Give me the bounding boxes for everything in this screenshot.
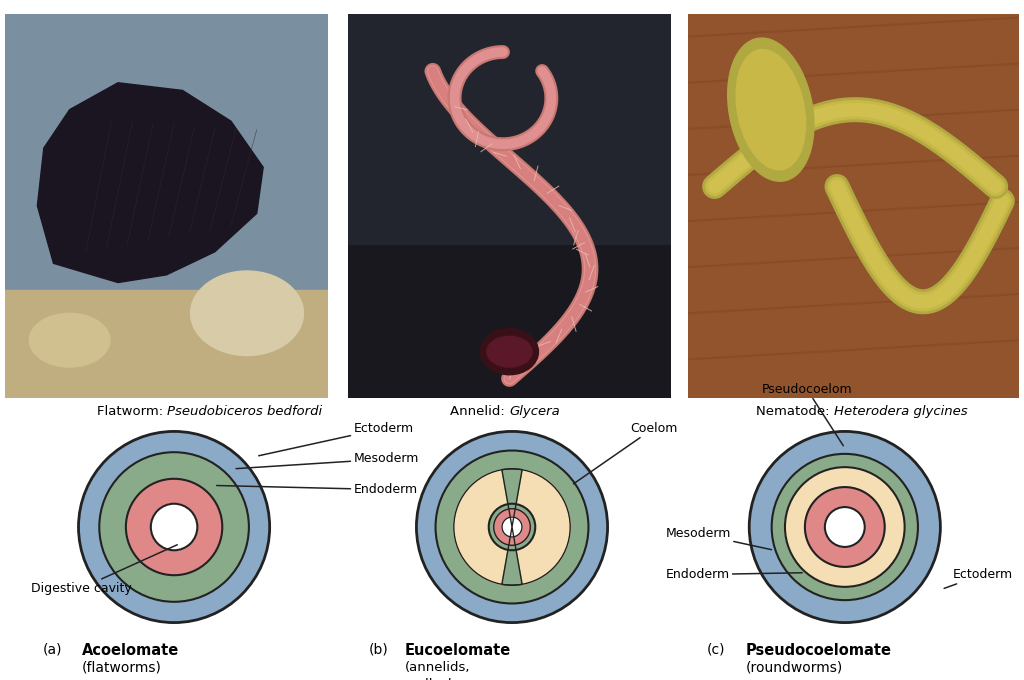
- Ellipse shape: [30, 313, 110, 367]
- Text: Acoelomate: Acoelomate: [82, 643, 179, 658]
- Text: Endoderm: Endoderm: [217, 483, 418, 496]
- Circle shape: [454, 469, 570, 585]
- Text: Digestive cavity: Digestive cavity: [31, 545, 177, 595]
- Text: (roundworms): (roundworms): [745, 661, 843, 675]
- Circle shape: [750, 431, 940, 623]
- Ellipse shape: [486, 337, 532, 367]
- Circle shape: [417, 431, 607, 623]
- Text: (annelids,
mollusks,
arthropods,
echinoderms,
chordates): (annelids, mollusks, arthropods, echinod…: [404, 661, 495, 680]
- Text: Pseudocoelomate: Pseudocoelomate: [745, 643, 892, 658]
- Text: Annelid:: Annelid:: [450, 405, 509, 418]
- Ellipse shape: [736, 50, 806, 170]
- Text: Mesoderm: Mesoderm: [666, 527, 771, 549]
- Text: (b): (b): [369, 643, 388, 657]
- Circle shape: [785, 467, 904, 587]
- Circle shape: [435, 451, 589, 603]
- Text: Coelom: Coelom: [573, 422, 677, 484]
- Polygon shape: [37, 83, 263, 283]
- Circle shape: [805, 487, 885, 567]
- Bar: [348, 14, 671, 244]
- Text: Eucoelomate: Eucoelomate: [404, 643, 511, 658]
- Text: (flatworms): (flatworms): [82, 661, 162, 675]
- Circle shape: [79, 431, 269, 623]
- Ellipse shape: [480, 328, 539, 375]
- Circle shape: [825, 507, 864, 547]
- Text: Nematode:: Nematode:: [756, 405, 834, 418]
- Circle shape: [502, 517, 522, 537]
- Text: Ectoderm: Ectoderm: [944, 568, 1013, 588]
- Circle shape: [488, 504, 536, 550]
- Text: Endoderm: Endoderm: [666, 568, 802, 581]
- Text: Ectoderm: Ectoderm: [259, 422, 414, 456]
- Circle shape: [772, 454, 918, 600]
- Circle shape: [126, 479, 222, 575]
- Text: Pseudobiceros bedfordi: Pseudobiceros bedfordi: [167, 405, 322, 418]
- Circle shape: [99, 452, 249, 602]
- Bar: [5, 290, 328, 398]
- Text: (a): (a): [43, 643, 62, 657]
- Text: Heterodera glycines: Heterodera glycines: [834, 405, 967, 418]
- Circle shape: [494, 509, 530, 545]
- Wedge shape: [502, 527, 522, 585]
- Ellipse shape: [190, 271, 303, 356]
- Text: Mesoderm: Mesoderm: [236, 452, 419, 469]
- Text: Pseudocoelom: Pseudocoelom: [762, 383, 852, 445]
- Ellipse shape: [728, 38, 814, 182]
- Wedge shape: [502, 469, 522, 527]
- Circle shape: [151, 504, 198, 550]
- Text: Flatworm:: Flatworm:: [96, 405, 167, 418]
- Text: Glycera: Glycera: [509, 405, 560, 418]
- Text: (c): (c): [707, 643, 725, 657]
